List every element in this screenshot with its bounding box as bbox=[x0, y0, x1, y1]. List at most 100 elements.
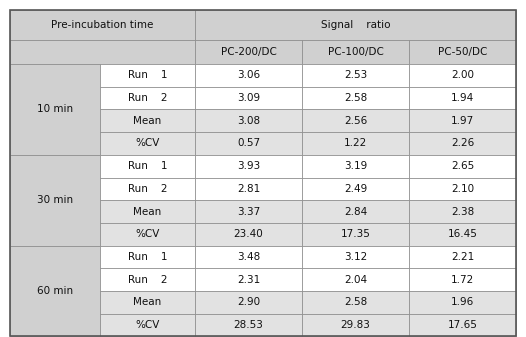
Text: 2.38: 2.38 bbox=[451, 207, 474, 217]
Bar bbox=[195, 268, 302, 291]
Bar bbox=[409, 291, 516, 314]
Bar bbox=[302, 314, 409, 336]
Bar bbox=[100, 291, 195, 314]
Text: 3.09: 3.09 bbox=[237, 93, 260, 103]
Text: 2.04: 2.04 bbox=[344, 275, 367, 285]
Bar bbox=[100, 155, 195, 178]
Text: Pre-incubation time: Pre-incubation time bbox=[52, 20, 154, 30]
Text: 3.06: 3.06 bbox=[237, 70, 260, 80]
Bar bbox=[100, 200, 195, 223]
Text: 3.12: 3.12 bbox=[344, 252, 367, 262]
Bar bbox=[409, 268, 516, 291]
Bar bbox=[10, 40, 195, 64]
Text: 2.31: 2.31 bbox=[237, 275, 260, 285]
Text: PC-200/DC: PC-200/DC bbox=[220, 47, 277, 57]
Bar bbox=[409, 40, 516, 64]
Bar bbox=[409, 155, 516, 178]
Bar bbox=[10, 155, 100, 246]
Text: 17.65: 17.65 bbox=[448, 320, 478, 330]
Bar bbox=[302, 178, 409, 200]
Bar bbox=[195, 155, 302, 178]
Bar bbox=[302, 223, 409, 246]
Text: Run    2: Run 2 bbox=[128, 93, 167, 103]
Text: Run    2: Run 2 bbox=[128, 184, 167, 194]
Text: Run    1: Run 1 bbox=[128, 70, 167, 80]
Text: 1.94: 1.94 bbox=[451, 93, 474, 103]
Bar bbox=[195, 178, 302, 200]
Bar bbox=[302, 110, 409, 132]
Text: 23.40: 23.40 bbox=[234, 229, 264, 239]
Bar bbox=[409, 200, 516, 223]
Text: Mean: Mean bbox=[134, 207, 161, 217]
Bar bbox=[302, 132, 409, 155]
Text: Run    2: Run 2 bbox=[128, 275, 167, 285]
Bar bbox=[100, 314, 195, 336]
Text: 2.00: 2.00 bbox=[451, 70, 474, 80]
Text: 2.53: 2.53 bbox=[344, 70, 367, 80]
Text: Mean: Mean bbox=[134, 297, 161, 307]
Bar bbox=[409, 178, 516, 200]
Text: 2.21: 2.21 bbox=[451, 252, 474, 262]
Text: 2.58: 2.58 bbox=[344, 297, 367, 307]
Bar bbox=[195, 87, 302, 110]
Bar bbox=[302, 200, 409, 223]
Text: 1.97: 1.97 bbox=[451, 116, 474, 126]
Bar bbox=[10, 10, 195, 40]
Bar bbox=[195, 132, 302, 155]
Text: Run    1: Run 1 bbox=[128, 161, 167, 171]
Text: 1.72: 1.72 bbox=[451, 275, 474, 285]
Bar bbox=[100, 110, 195, 132]
Text: 3.93: 3.93 bbox=[237, 161, 260, 171]
Text: 3.19: 3.19 bbox=[344, 161, 367, 171]
Text: 30 min: 30 min bbox=[37, 195, 73, 205]
Bar bbox=[409, 314, 516, 336]
Text: Run    1: Run 1 bbox=[128, 252, 167, 262]
Bar bbox=[302, 268, 409, 291]
Text: 2.49: 2.49 bbox=[344, 184, 367, 194]
Bar bbox=[409, 132, 516, 155]
Text: 0.57: 0.57 bbox=[237, 139, 260, 149]
Bar bbox=[100, 178, 195, 200]
Text: 16.45: 16.45 bbox=[448, 229, 478, 239]
Text: PC-100/DC: PC-100/DC bbox=[328, 47, 383, 57]
Text: 2.65: 2.65 bbox=[451, 161, 474, 171]
Text: 10 min: 10 min bbox=[37, 104, 73, 114]
Bar bbox=[10, 246, 100, 336]
Bar bbox=[100, 87, 195, 110]
Bar bbox=[100, 64, 195, 87]
Bar bbox=[100, 246, 195, 268]
Text: Mean: Mean bbox=[134, 116, 161, 126]
Text: 29.83: 29.83 bbox=[340, 320, 370, 330]
Bar bbox=[302, 64, 409, 87]
Text: 2.10: 2.10 bbox=[451, 184, 474, 194]
Bar bbox=[409, 64, 516, 87]
Bar bbox=[302, 155, 409, 178]
Bar bbox=[195, 223, 302, 246]
Text: 1.96: 1.96 bbox=[451, 297, 474, 307]
Text: 2.90: 2.90 bbox=[237, 297, 260, 307]
Bar bbox=[100, 223, 195, 246]
Bar bbox=[195, 10, 516, 40]
Text: 60 min: 60 min bbox=[37, 286, 73, 296]
Bar bbox=[100, 268, 195, 291]
Text: 2.56: 2.56 bbox=[344, 116, 367, 126]
Text: 17.35: 17.35 bbox=[340, 229, 370, 239]
Text: 2.84: 2.84 bbox=[344, 207, 367, 217]
Text: Signal    ratio: Signal ratio bbox=[321, 20, 390, 30]
Text: 28.53: 28.53 bbox=[234, 320, 264, 330]
Bar bbox=[302, 246, 409, 268]
Text: %CV: %CV bbox=[135, 139, 160, 149]
Text: 2.58: 2.58 bbox=[344, 93, 367, 103]
Bar bbox=[409, 110, 516, 132]
Text: PC-50/DC: PC-50/DC bbox=[438, 47, 487, 57]
Text: 2.81: 2.81 bbox=[237, 184, 260, 194]
Bar bbox=[10, 64, 100, 155]
Bar bbox=[195, 110, 302, 132]
Bar bbox=[302, 87, 409, 110]
Text: 3.48: 3.48 bbox=[237, 252, 260, 262]
Text: 2.26: 2.26 bbox=[451, 139, 474, 149]
Bar bbox=[195, 64, 302, 87]
Bar bbox=[195, 246, 302, 268]
Bar bbox=[195, 314, 302, 336]
Bar bbox=[302, 291, 409, 314]
